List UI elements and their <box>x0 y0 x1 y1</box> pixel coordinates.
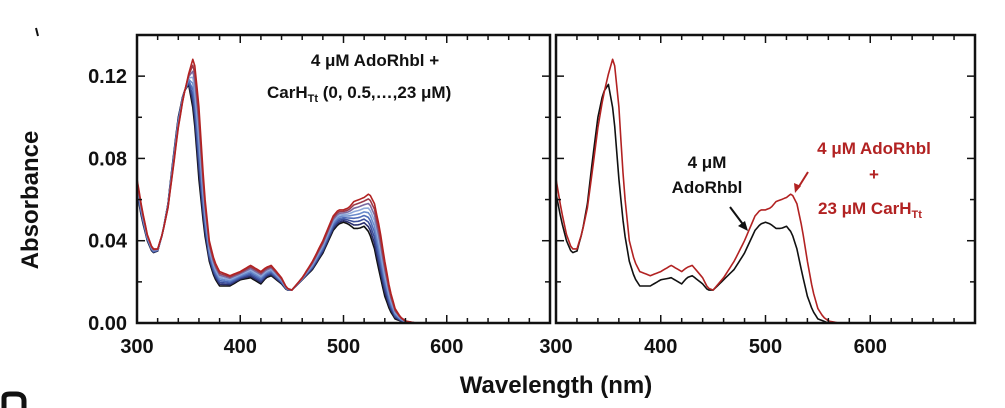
complex-arrowhead <box>794 183 801 193</box>
complex-label-line2: + <box>869 165 879 184</box>
complex-label-subscript: Tt <box>912 209 923 221</box>
adorhbl-arrowhead <box>738 221 748 231</box>
x-tick-label: 600 <box>854 336 887 358</box>
x-tick-label: 300 <box>539 336 572 358</box>
x-tick-label: 600 <box>430 336 463 358</box>
carh-subscript: Tt <box>308 93 319 105</box>
complex-arrow <box>797 171 809 189</box>
titration-annotation-line2: CarHTt (0, 0.5,…,23 μM) <box>267 83 451 105</box>
y-tick-label: 0.08 <box>88 148 127 170</box>
adorhbl-label-line1: 4 μM <box>688 153 727 172</box>
panel-letter-fragment <box>1 391 27 408</box>
adorhbl-label-line2: AdoRhbl <box>672 178 743 197</box>
y-tick-label: 0.00 <box>88 313 127 335</box>
x-tick-label: 400 <box>224 336 257 358</box>
spectrum-complex <box>555 58 975 324</box>
complex-label-line1: 4 μM AdoRhbl <box>817 139 931 158</box>
titration-annotation-line1: 4 μM AdoRhbl + <box>311 51 439 70</box>
x-axis-title: Wavelength (nm) <box>460 372 652 399</box>
x-tick-label: 500 <box>749 336 782 358</box>
y-axis-title: Absorbance <box>17 131 44 270</box>
titration-concentrations: (0, 0.5,…,23 μM) <box>318 83 451 102</box>
corner-mark <box>35 27 39 37</box>
complex-label-conc: 23 μM CarH <box>818 199 912 218</box>
endpoint-panel: 300 400 500 600 <box>539 33 977 358</box>
x-tick-label: 500 <box>327 336 360 358</box>
carh-label: CarH <box>267 83 308 102</box>
x-tick-label: 400 <box>644 336 677 358</box>
complex-label-line3: 23 μM CarHTt <box>818 199 922 221</box>
x-tick-label: 300 <box>120 336 153 358</box>
y-tick-label: 0.12 <box>88 66 127 88</box>
spectrum-adorhbl <box>555 83 975 324</box>
titration-panel: 300 400 500 600 0.00 0.04 0.08 0.12 <box>88 33 552 358</box>
y-tick-label: 0.04 <box>88 231 128 253</box>
